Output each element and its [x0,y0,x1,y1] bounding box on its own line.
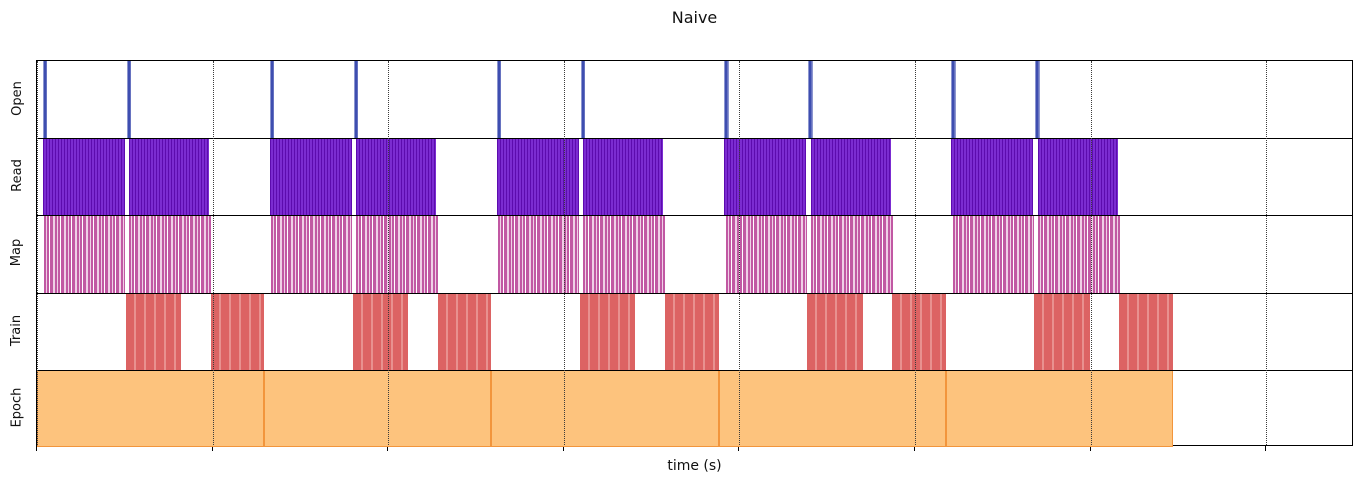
x-tick [914,446,915,451]
bar-epoch [264,369,492,447]
bar-read [810,138,891,216]
bar-open [951,61,956,139]
row-label-epoch: Epoch [9,387,25,428]
bar-read [724,138,807,216]
bar-read [269,138,352,216]
bar-map [356,215,439,293]
row-divider [37,138,1352,140]
gridline [388,61,390,445]
row-label-open: Open [9,81,25,116]
x-axis-label: time (s) [667,458,722,474]
bar-map [44,215,125,293]
gridline [1266,61,1268,445]
bar-train [664,292,719,370]
bar-map [725,215,807,293]
row-label-train: Train [9,314,25,346]
bar-epoch [718,369,946,447]
bar-epoch [491,369,719,447]
gridline [739,61,741,445]
gridline [1090,61,1092,445]
row-label-map: Map [9,239,25,267]
bar-map [271,215,353,293]
x-tick [562,446,564,451]
plot-area [36,60,1353,447]
bar-train [125,292,181,370]
row-divider [37,369,1352,371]
bar-open [353,61,359,139]
x-tick [1089,446,1091,451]
bar-read [583,138,664,216]
chart-title: Naive [671,8,718,27]
bar-map [498,215,580,293]
bar-epoch [945,369,1173,447]
x-tick [1265,446,1267,451]
bar-epoch [37,369,265,447]
bar-train [892,292,946,370]
x-tick [387,446,389,451]
bar-read [129,138,209,216]
bar-train [579,292,636,370]
x-tick [211,446,213,451]
bar-train [437,292,492,370]
bar-read [42,138,125,216]
bar-open [126,61,131,139]
bar-map [583,215,666,293]
bar-read [496,138,579,216]
bar-read [1037,138,1118,216]
row-divider [37,215,1352,217]
bar-train [1034,292,1090,370]
x-tick [36,446,37,451]
bar-open [42,61,47,139]
gridline [37,61,38,445]
gridline [915,61,916,445]
bar-train [352,292,409,370]
gridline [563,61,565,445]
row-label-read: Read [9,159,25,193]
gridline [212,61,214,445]
bar-train [1119,292,1173,370]
bar-open [724,61,729,139]
bar-train [210,292,265,370]
bar-open [269,61,275,139]
bar-open [580,61,586,139]
bar-train [807,292,863,370]
bar-map [1037,215,1120,293]
bar-open [1035,61,1040,139]
bar-map [810,215,893,293]
x-tick [738,446,740,451]
row-divider [37,292,1352,294]
bar-read [356,138,437,216]
bar-map [952,215,1034,293]
bar-open [808,61,813,139]
bar-map [129,215,211,293]
bar-open [496,61,502,139]
bar-read [951,138,1034,216]
